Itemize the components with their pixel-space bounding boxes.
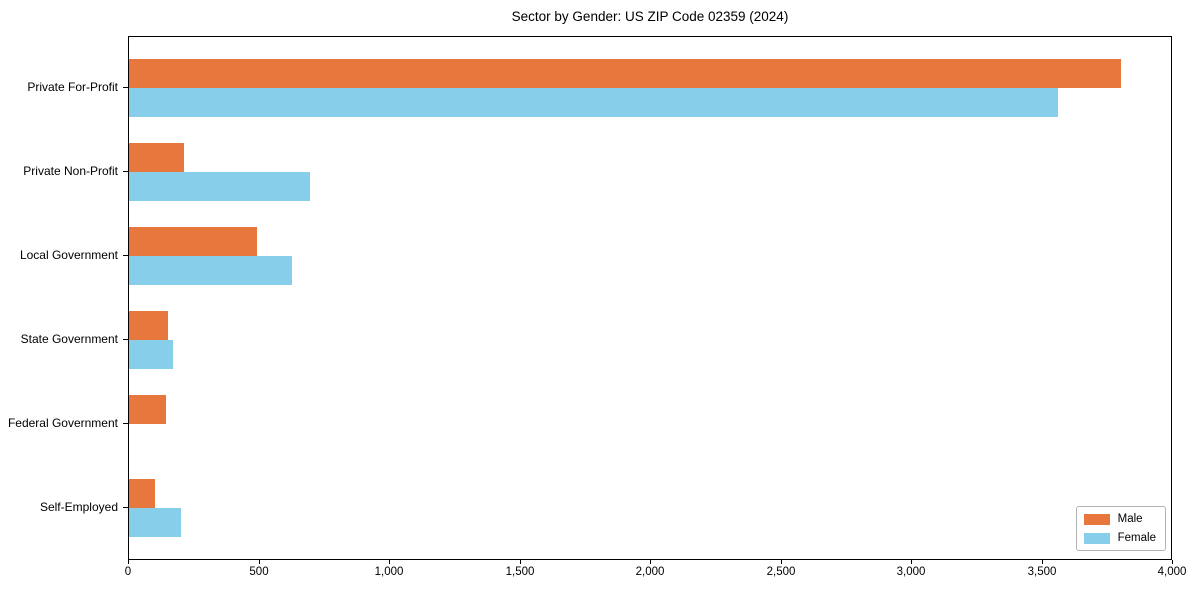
x-tick-label: 3,500 — [1027, 566, 1057, 578]
bar-male-top — [129, 311, 168, 340]
bar-male-top — [129, 479, 155, 508]
male-swatch — [1083, 513, 1110, 525]
x-tick-label: 1,000 — [374, 566, 404, 578]
x-tick-label: 500 — [249, 566, 269, 578]
y-tick-mark — [123, 171, 128, 172]
x-tick-label: 2,000 — [635, 566, 665, 578]
bar-group — [129, 59, 1171, 117]
bar-female-bottom — [129, 508, 181, 537]
bar-male-top — [129, 227, 257, 256]
y-tick-mark — [123, 339, 128, 340]
x-tick-mark — [781, 560, 782, 564]
legend: Male Female — [1075, 506, 1166, 551]
bar-group — [129, 479, 1171, 537]
legend-label-female: Female — [1117, 532, 1156, 544]
x-tick-mark — [259, 560, 260, 564]
bar-male-top — [129, 143, 184, 172]
y-tick-mark — [123, 507, 128, 508]
x-tick-label: 2,500 — [766, 566, 796, 578]
bar-male-top — [129, 395, 166, 424]
y-tick-mark — [123, 87, 128, 88]
bar-female-bottom — [129, 340, 173, 369]
bar-group — [129, 395, 1171, 453]
y-tick-label: Federal Government — [7, 416, 118, 430]
x-tick-mark — [128, 560, 129, 564]
legend-item-female: Female — [1083, 532, 1156, 544]
x-tick-mark — [389, 560, 390, 564]
x-tick-label: 4,000 — [1157, 566, 1187, 578]
x-tick-mark — [1172, 560, 1173, 564]
y-tick-label: Private For-Profit — [27, 80, 118, 94]
bar-female-bottom — [129, 172, 310, 201]
x-tick-mark — [911, 560, 912, 564]
bar-group — [129, 227, 1171, 285]
x-tick-mark — [1042, 560, 1043, 564]
y-tick-mark — [123, 255, 128, 256]
y-tick-label: Self-Employed — [39, 500, 118, 514]
y-tick-label: Local Government — [19, 248, 118, 262]
x-tick-mark — [520, 560, 521, 564]
x-tick-label: 3,000 — [896, 566, 926, 578]
legend-item-male: Male — [1083, 513, 1156, 525]
x-tick-label: 1,500 — [505, 566, 535, 578]
chart-title: Sector by Gender: US ZIP Code 02359 (202… — [511, 9, 789, 24]
y-tick-mark — [123, 423, 128, 424]
bar-female-bottom — [129, 88, 1058, 117]
legend-label-male: Male — [1117, 513, 1143, 525]
bar-group — [129, 143, 1171, 201]
bar-female-bottom — [129, 256, 292, 285]
plot-area — [128, 36, 1172, 560]
y-tick-label: State Government — [20, 332, 118, 346]
x-tick-mark — [650, 560, 651, 564]
female-swatch — [1083, 532, 1110, 544]
y-tick-label: Private Non-Profit — [23, 164, 118, 178]
bar-male-top — [129, 59, 1121, 88]
bar-group — [129, 311, 1171, 369]
x-tick-label: 0 — [124, 566, 132, 578]
